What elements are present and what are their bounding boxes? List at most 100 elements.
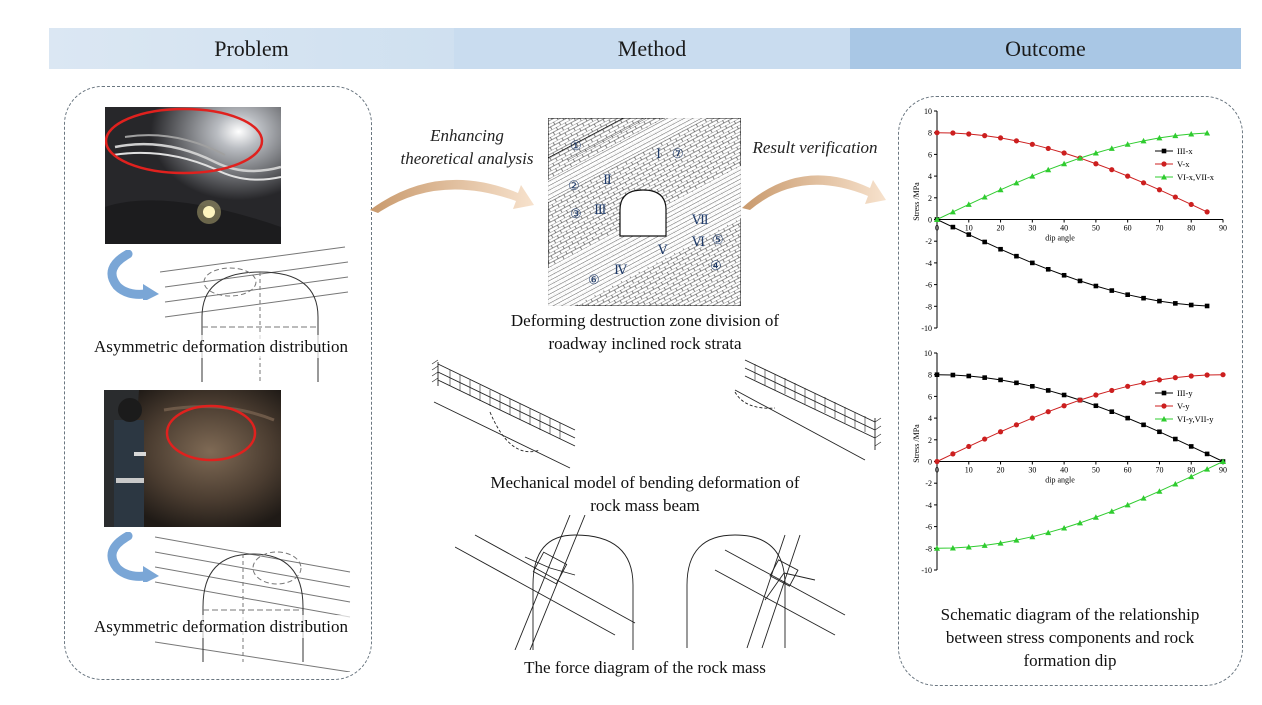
data-point <box>1156 187 1163 193</box>
y-tick-label: -8 <box>925 544 932 553</box>
x-tick-label: 70 <box>1155 466 1163 475</box>
data-point <box>1061 160 1068 167</box>
data-point <box>1077 155 1083 161</box>
data-point <box>965 543 972 550</box>
outcome-caption-line2: between stress components and rock <box>945 628 1195 647</box>
data-point <box>965 201 972 207</box>
data-point <box>1140 495 1147 501</box>
x-tick-label: 10 <box>965 224 973 233</box>
data-point <box>1093 283 1099 289</box>
legend-label: VI-x,VII-x <box>1177 172 1215 182</box>
header-method-bg <box>454 28 850 69</box>
y-tick-label: 4 <box>928 414 932 423</box>
y-tick-label: 0 <box>928 458 932 467</box>
outcome-caption-line1: Schematic diagram of the relationship <box>940 605 1200 624</box>
legend-label: III-x <box>1177 146 1193 156</box>
arrow-label-line2: theoretical analysis <box>400 149 534 168</box>
legend-label: III-y <box>1177 388 1193 398</box>
zone-label: ⑦ <box>672 146 684 161</box>
x-tick-label: 10 <box>965 466 973 475</box>
y-tick-label: 8 <box>928 129 932 138</box>
series-line <box>936 219 1208 307</box>
series-line <box>936 461 1224 549</box>
y-tick-label: 2 <box>928 436 932 445</box>
x-tick-label: 90 <box>1219 466 1227 475</box>
x-tick-label: 20 <box>997 224 1005 233</box>
data-point <box>1045 529 1052 536</box>
header-outcome-bg <box>850 28 1241 69</box>
tunnel-photo-bottom <box>104 390 281 527</box>
data-point <box>1220 458 1226 464</box>
data-point <box>934 130 940 136</box>
x-axis-label: dip angle <box>1045 234 1075 243</box>
data-point <box>1014 380 1019 386</box>
y-tick-label: -6 <box>925 281 932 290</box>
data-point <box>934 545 940 551</box>
x-tick-label: 0 <box>935 466 939 475</box>
data-point <box>1141 295 1146 301</box>
x-tick-label: 50 <box>1092 224 1100 233</box>
data-point <box>1061 525 1068 531</box>
y-tick-label: 0 <box>928 216 932 225</box>
problem-caption-top: Asymmetric deformation distribution <box>72 335 370 358</box>
beam-caption-line2: rock mass beam <box>590 496 700 515</box>
data-point <box>1061 272 1067 278</box>
zone-label: ④ <box>710 258 722 273</box>
data-point <box>1157 429 1162 435</box>
data-point <box>998 377 1003 383</box>
legend-marker <box>1161 148 1167 154</box>
data-point <box>1045 267 1051 272</box>
data-point <box>1172 480 1179 487</box>
data-point <box>966 373 972 379</box>
data-point <box>934 372 940 377</box>
zone-division-diagram: ① ② ③ ④ ⑤ ⑥ ⑦ Ⅰ Ⅱ Ⅲ Ⅳ Ⅴ Ⅵ Ⅶ <box>548 118 741 306</box>
x-tick-label: 30 <box>1028 224 1036 233</box>
data-point <box>1156 488 1163 494</box>
legend-marker <box>1161 403 1167 409</box>
data-point <box>1045 166 1052 173</box>
data-point <box>997 186 1004 193</box>
data-point <box>1077 519 1083 526</box>
data-point <box>1093 161 1099 167</box>
zone-label: Ⅶ <box>691 212 709 227</box>
y-tick-label: 4 <box>928 172 932 181</box>
legend-marker <box>1161 390 1167 396</box>
force-diagram-right <box>686 534 846 649</box>
asymmetric-sketch-top <box>160 246 349 382</box>
data-point <box>1204 303 1210 309</box>
header-outcome: Outcome <box>1005 36 1086 61</box>
data-point <box>1188 201 1194 208</box>
data-point <box>1157 298 1162 304</box>
zone-label: ② <box>568 178 580 193</box>
data-point <box>1045 409 1051 415</box>
zone-label: Ⅵ <box>691 234 705 249</box>
data-point <box>1092 149 1099 156</box>
legend-marker <box>1161 174 1167 180</box>
data-point <box>1172 375 1178 381</box>
beam-model-left <box>431 359 576 469</box>
data-point <box>1188 302 1194 308</box>
arrow-label-line1: Enhancing <box>430 126 504 145</box>
y-tick-label: 2 <box>928 194 932 203</box>
x-tick-label: 60 <box>1124 466 1132 475</box>
curved-arrow-icon <box>107 532 159 582</box>
data-point <box>1092 514 1099 520</box>
y-tick-label: -4 <box>925 501 932 510</box>
data-point <box>1093 392 1099 398</box>
data-point <box>934 458 940 465</box>
data-point <box>997 135 1004 141</box>
y-tick-label: -4 <box>925 259 932 268</box>
legend-marker <box>1161 416 1167 422</box>
data-point <box>1204 466 1211 472</box>
data-point <box>1140 180 1147 186</box>
data-point <box>966 443 972 450</box>
y-tick-label: -10 <box>921 566 932 575</box>
data-point <box>1093 403 1099 409</box>
data-point <box>1140 137 1147 144</box>
data-point <box>981 194 988 200</box>
data-point <box>982 436 988 442</box>
data-point <box>950 372 956 378</box>
legend-label: V-x <box>1177 159 1190 169</box>
